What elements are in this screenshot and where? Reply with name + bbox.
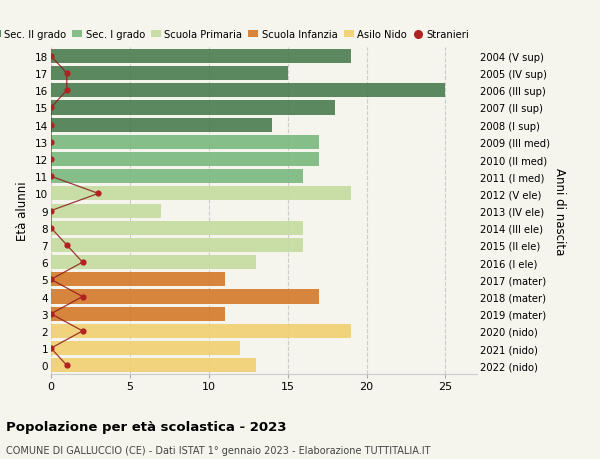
Bar xyxy=(51,101,335,115)
Bar xyxy=(51,135,319,150)
Bar xyxy=(51,273,224,287)
Bar xyxy=(51,170,304,184)
Text: Popolazione per età scolastica - 2023: Popolazione per età scolastica - 2023 xyxy=(6,420,287,433)
Bar xyxy=(51,256,256,269)
Bar xyxy=(51,221,304,235)
Bar xyxy=(51,290,319,304)
Text: COMUNE DI GALLUCCIO (CE) - Dati ISTAT 1° gennaio 2023 - Elaborazione TUTTITALIA.: COMUNE DI GALLUCCIO (CE) - Dati ISTAT 1°… xyxy=(6,445,431,455)
Bar xyxy=(51,153,319,167)
Bar xyxy=(51,118,272,132)
Y-axis label: Età alunni: Età alunni xyxy=(16,181,29,241)
Bar xyxy=(51,324,351,338)
Bar xyxy=(51,238,304,252)
Bar xyxy=(51,341,241,355)
Bar xyxy=(51,67,287,81)
Bar xyxy=(51,307,224,321)
Bar xyxy=(51,50,351,64)
Bar xyxy=(51,84,445,98)
Bar xyxy=(51,358,256,373)
Legend: Sec. II grado, Sec. I grado, Scuola Primaria, Scuola Infanzia, Asilo Nido, Stran: Sec. II grado, Sec. I grado, Scuola Prim… xyxy=(0,30,469,40)
Bar xyxy=(51,204,161,218)
Bar xyxy=(51,187,351,201)
Y-axis label: Anni di nascita: Anni di nascita xyxy=(553,168,566,255)
